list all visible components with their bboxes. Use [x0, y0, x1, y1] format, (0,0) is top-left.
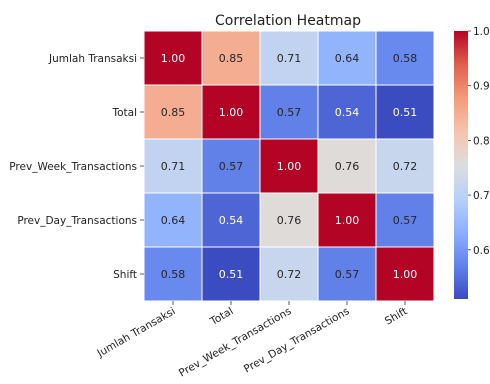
heatmap-cell [259, 84, 319, 140]
heatmap-cell [317, 138, 377, 194]
heatmap-value-label: 0.71 [161, 160, 186, 173]
heatmap-value-label: 0.64 [161, 214, 186, 227]
heatmap-cell [259, 30, 319, 86]
colorbar-tick-label: 0.6 [473, 245, 490, 257]
colorbar-ticks: 0.6 0.7 0.8 0.9 1.0 [468, 26, 490, 257]
x-tick-label: Prev_Day_Transactions [242, 305, 352, 375]
heatmap-value-label: 0.57 [335, 268, 360, 281]
heatmap-value-label: 0.54 [335, 106, 360, 119]
colorbar-tick-label: 0.9 [473, 81, 490, 93]
heatmap-cell [259, 246, 319, 302]
x-tick-label: Jumlah Transaksi [94, 305, 177, 360]
heatmap-cell [375, 246, 435, 302]
heatmap-value-label: 0.54 [219, 214, 244, 227]
heatmap-cell [375, 192, 435, 248]
heatmap-value-label: 0.58 [393, 52, 418, 65]
heatmap-value-label: 0.76 [277, 214, 302, 227]
heatmap-value-label: 0.64 [335, 52, 360, 65]
heatmap-value-label: 0.76 [335, 160, 360, 173]
x-axis-tick-labels: Jumlah Transaksi TotalPrev_Week_Transacti… [94, 301, 410, 379]
heatmap-cell [201, 30, 261, 86]
heatmap-value-label: 1.00 [277, 160, 302, 173]
x-tick-label: Prev_Week_Transactions [177, 305, 294, 379]
heatmap-value-label: 0.85 [219, 52, 244, 65]
heatmap-value-label: 1.00 [161, 52, 186, 65]
heatmap-value-label: 0.57 [277, 106, 302, 119]
heatmap-value-label: 0.51 [393, 106, 418, 119]
y-tick-label: Shift [113, 269, 137, 281]
heatmap-value-label: 0.72 [277, 268, 302, 281]
x-tick-label: Total [207, 305, 235, 328]
y-tick-label: Prev_Week_Transactions [9, 161, 137, 173]
heatmap-value-label: 0.58 [161, 268, 186, 281]
y-axis-tick-labels: Jumlah Transaksi Total Prev_Week_Transacti… [9, 53, 144, 281]
heatmap-value-label: 0.51 [219, 268, 244, 281]
heatmap-cell [143, 246, 203, 302]
heatmap-value-label: 1.00 [219, 106, 244, 119]
colorbar-tick-label: 0.8 [473, 135, 490, 147]
heatmap-value-label: 0.85 [161, 106, 186, 119]
heatmap-value-label: 0.72 [393, 160, 418, 173]
colorbar [454, 31, 468, 299]
heatmap-value-label: 0.57 [219, 160, 244, 173]
heatmap-value-label: 0.57 [393, 214, 418, 227]
y-tick-label: Prev_Day_Transactions [17, 215, 137, 227]
heatmap-value-label: 1.00 [335, 214, 360, 227]
colorbar-tick-label: 1.0 [473, 26, 490, 38]
y-tick-label: Jumlah Transaksi [48, 53, 137, 65]
y-tick-label: Total [111, 107, 137, 119]
heatmap-cells [143, 30, 435, 302]
x-tick-label: Shift [383, 305, 410, 327]
heatmap-value-labels: 1.00 0.85 0.71 0.64 0.58 0.85 1.00 0.57 0.54 0.51… [161, 52, 418, 281]
colorbar-tick-label: 0.7 [473, 190, 490, 202]
heatmap-cell [375, 84, 435, 140]
heatmap-cell [259, 192, 319, 248]
heatmap-value-label: 0.71 [277, 52, 302, 65]
chart-title: Correlation Heatmap [215, 13, 361, 29]
heatmap-cell [201, 192, 261, 248]
heatmap-cell [201, 138, 261, 194]
heatmap-cell [201, 246, 261, 302]
heatmap-cell [317, 192, 377, 248]
heatmap-value-label: 1.00 [393, 268, 418, 281]
heatmap-cell [143, 30, 203, 86]
